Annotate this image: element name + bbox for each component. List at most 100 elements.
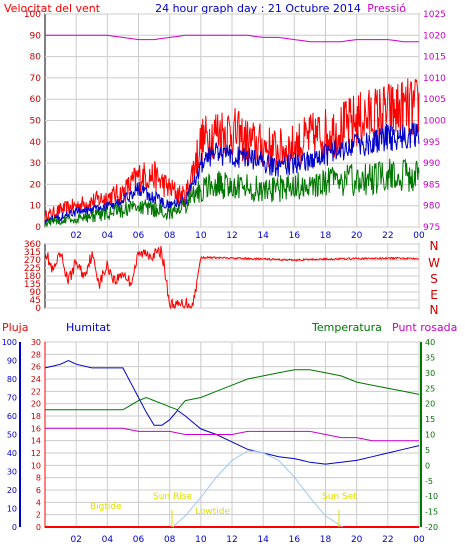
humidity-tick: 70 [7, 394, 17, 403]
climate-series-green [45, 369, 420, 411]
rain-tick: 12 [31, 449, 41, 458]
x-tick-label: 14 [257, 231, 269, 241]
x-tick-label: 04 [102, 535, 114, 545]
direction-tick: 0 [35, 304, 41, 314]
temperature-tick: 35 [425, 353, 435, 362]
temperature-tick: -5 [425, 477, 433, 486]
wind-series-blue [44, 122, 420, 225]
pressure-tick: 995 [423, 138, 440, 148]
climate-series-magenta [45, 427, 419, 442]
humidity-tick: 100 [2, 338, 17, 347]
rain-tick: 10 [31, 461, 41, 470]
temperature-tick: 20 [425, 400, 435, 409]
pressure-tick: 1005 [423, 95, 446, 105]
x-tick-label: 12 [226, 535, 237, 545]
pressure-tick: 985 [423, 180, 440, 190]
humidity-tick: 30 [7, 468, 17, 477]
rain-tick: 16 [31, 424, 41, 433]
x-tick-label: 00 [413, 535, 425, 545]
rain-tick: 0 [36, 523, 41, 532]
x-tick-label: 18 [320, 231, 332, 241]
direction-tick: 360 [24, 240, 41, 250]
x-tick-label: 02 [70, 535, 81, 545]
x-tick-label: 22 [382, 535, 393, 545]
direction-letter-e: E [430, 288, 438, 302]
x-tick-label: 12 [226, 231, 237, 241]
direction-tick: 270 [24, 256, 41, 266]
x-tick-label: 20 [351, 535, 363, 545]
x-tick-label: 08 [164, 535, 176, 545]
rain-tick: 8 [36, 474, 41, 483]
sunset-annotation: Sun Set [322, 492, 357, 502]
x-tick-label: 14 [257, 535, 269, 545]
direction-tick: 315 [24, 248, 41, 258]
wind-speed-tick: 80 [30, 53, 42, 63]
humidity-tick: 0 [12, 523, 17, 532]
humidity-tick: 90 [7, 357, 17, 366]
chart-title: 24 hour graph day : 21 Octubre 2014 [155, 2, 361, 15]
rain-tick: 24 [31, 375, 41, 384]
humidity-tick: 20 [7, 486, 17, 495]
humidity-tick: 50 [7, 431, 17, 440]
x-tick-label: 18 [320, 535, 332, 545]
x-tick-label: 02 [70, 231, 81, 241]
wind-speed-tick: 20 [30, 180, 42, 190]
pressure-tick: 975 [423, 223, 440, 233]
pressure-label: Pressió [367, 2, 406, 15]
temperature-tick: 25 [425, 384, 435, 393]
direction-tick: 45 [30, 296, 41, 306]
x-tick-label: 20 [351, 231, 363, 241]
pressure-tick: 1020 [423, 31, 446, 41]
pressure-tick: 1025 [423, 10, 446, 20]
x-tick-label: 10 [195, 535, 207, 545]
humidity-label: Humitat [66, 321, 111, 334]
direction-letter-w: W [428, 256, 440, 270]
x-tick-label: 16 [289, 535, 301, 545]
x-tick-label: 06 [133, 231, 145, 241]
dewpoint-label: Punt rosada [392, 321, 457, 334]
sunrise-annotation: Sun Rise [153, 492, 192, 502]
series-layer [44, 34, 420, 528]
bigtide-annotation: Bigtide [90, 502, 122, 512]
pressure-tick: 990 [423, 159, 440, 169]
temperature-tick: 10 [425, 431, 435, 440]
x-tick-label: 10 [195, 231, 207, 241]
rain-tick: 30 [31, 338, 41, 347]
rain-tick: 22 [31, 387, 41, 396]
x-tick-label: 04 [102, 231, 114, 241]
wind-speed-tick: 40 [30, 138, 42, 148]
temperature-tick: -10 [425, 492, 438, 501]
wind-speed-tick: 30 [30, 159, 42, 169]
rain-tick: 6 [36, 486, 41, 495]
climate-series-blue [44, 359, 420, 465]
pressure-tick: 980 [423, 202, 440, 212]
wind-speed-tick: 90 [30, 31, 42, 41]
wind-speed-tick: 60 [30, 95, 42, 105]
humidity-tick: 40 [7, 449, 17, 458]
direction-letter-n-bottom: N [430, 303, 439, 317]
direction-tick: 135 [24, 280, 41, 290]
temperature-tick: 0 [425, 461, 430, 470]
climate-series-lightblue [172, 450, 343, 528]
x-tick-label: 16 [289, 231, 301, 241]
temperature-tick: -20 [425, 523, 438, 532]
direction-tick: 90 [30, 288, 42, 298]
rain-tick: 26 [31, 363, 41, 372]
grid-layer [45, 13, 420, 528]
wind-speed-tick: 70 [30, 74, 42, 84]
temperature-label: Temperatura [311, 321, 382, 334]
humidity-tick: 80 [7, 375, 17, 384]
rain-tick: 4 [36, 498, 41, 507]
rain-tick: 18 [31, 412, 41, 421]
wind-speed-tick: 100 [24, 10, 41, 20]
lowtide-annotation: Lowtide [195, 507, 230, 517]
wind-speed-tick: 10 [30, 202, 42, 212]
temperature-tick: -15 [425, 508, 438, 517]
rain-tick: 2 [36, 511, 41, 520]
temperature-tick: 30 [425, 369, 435, 378]
x-tick-label: 08 [164, 231, 176, 241]
direction-tick: 225 [24, 264, 41, 274]
wind-speed-tick: 50 [30, 117, 42, 127]
